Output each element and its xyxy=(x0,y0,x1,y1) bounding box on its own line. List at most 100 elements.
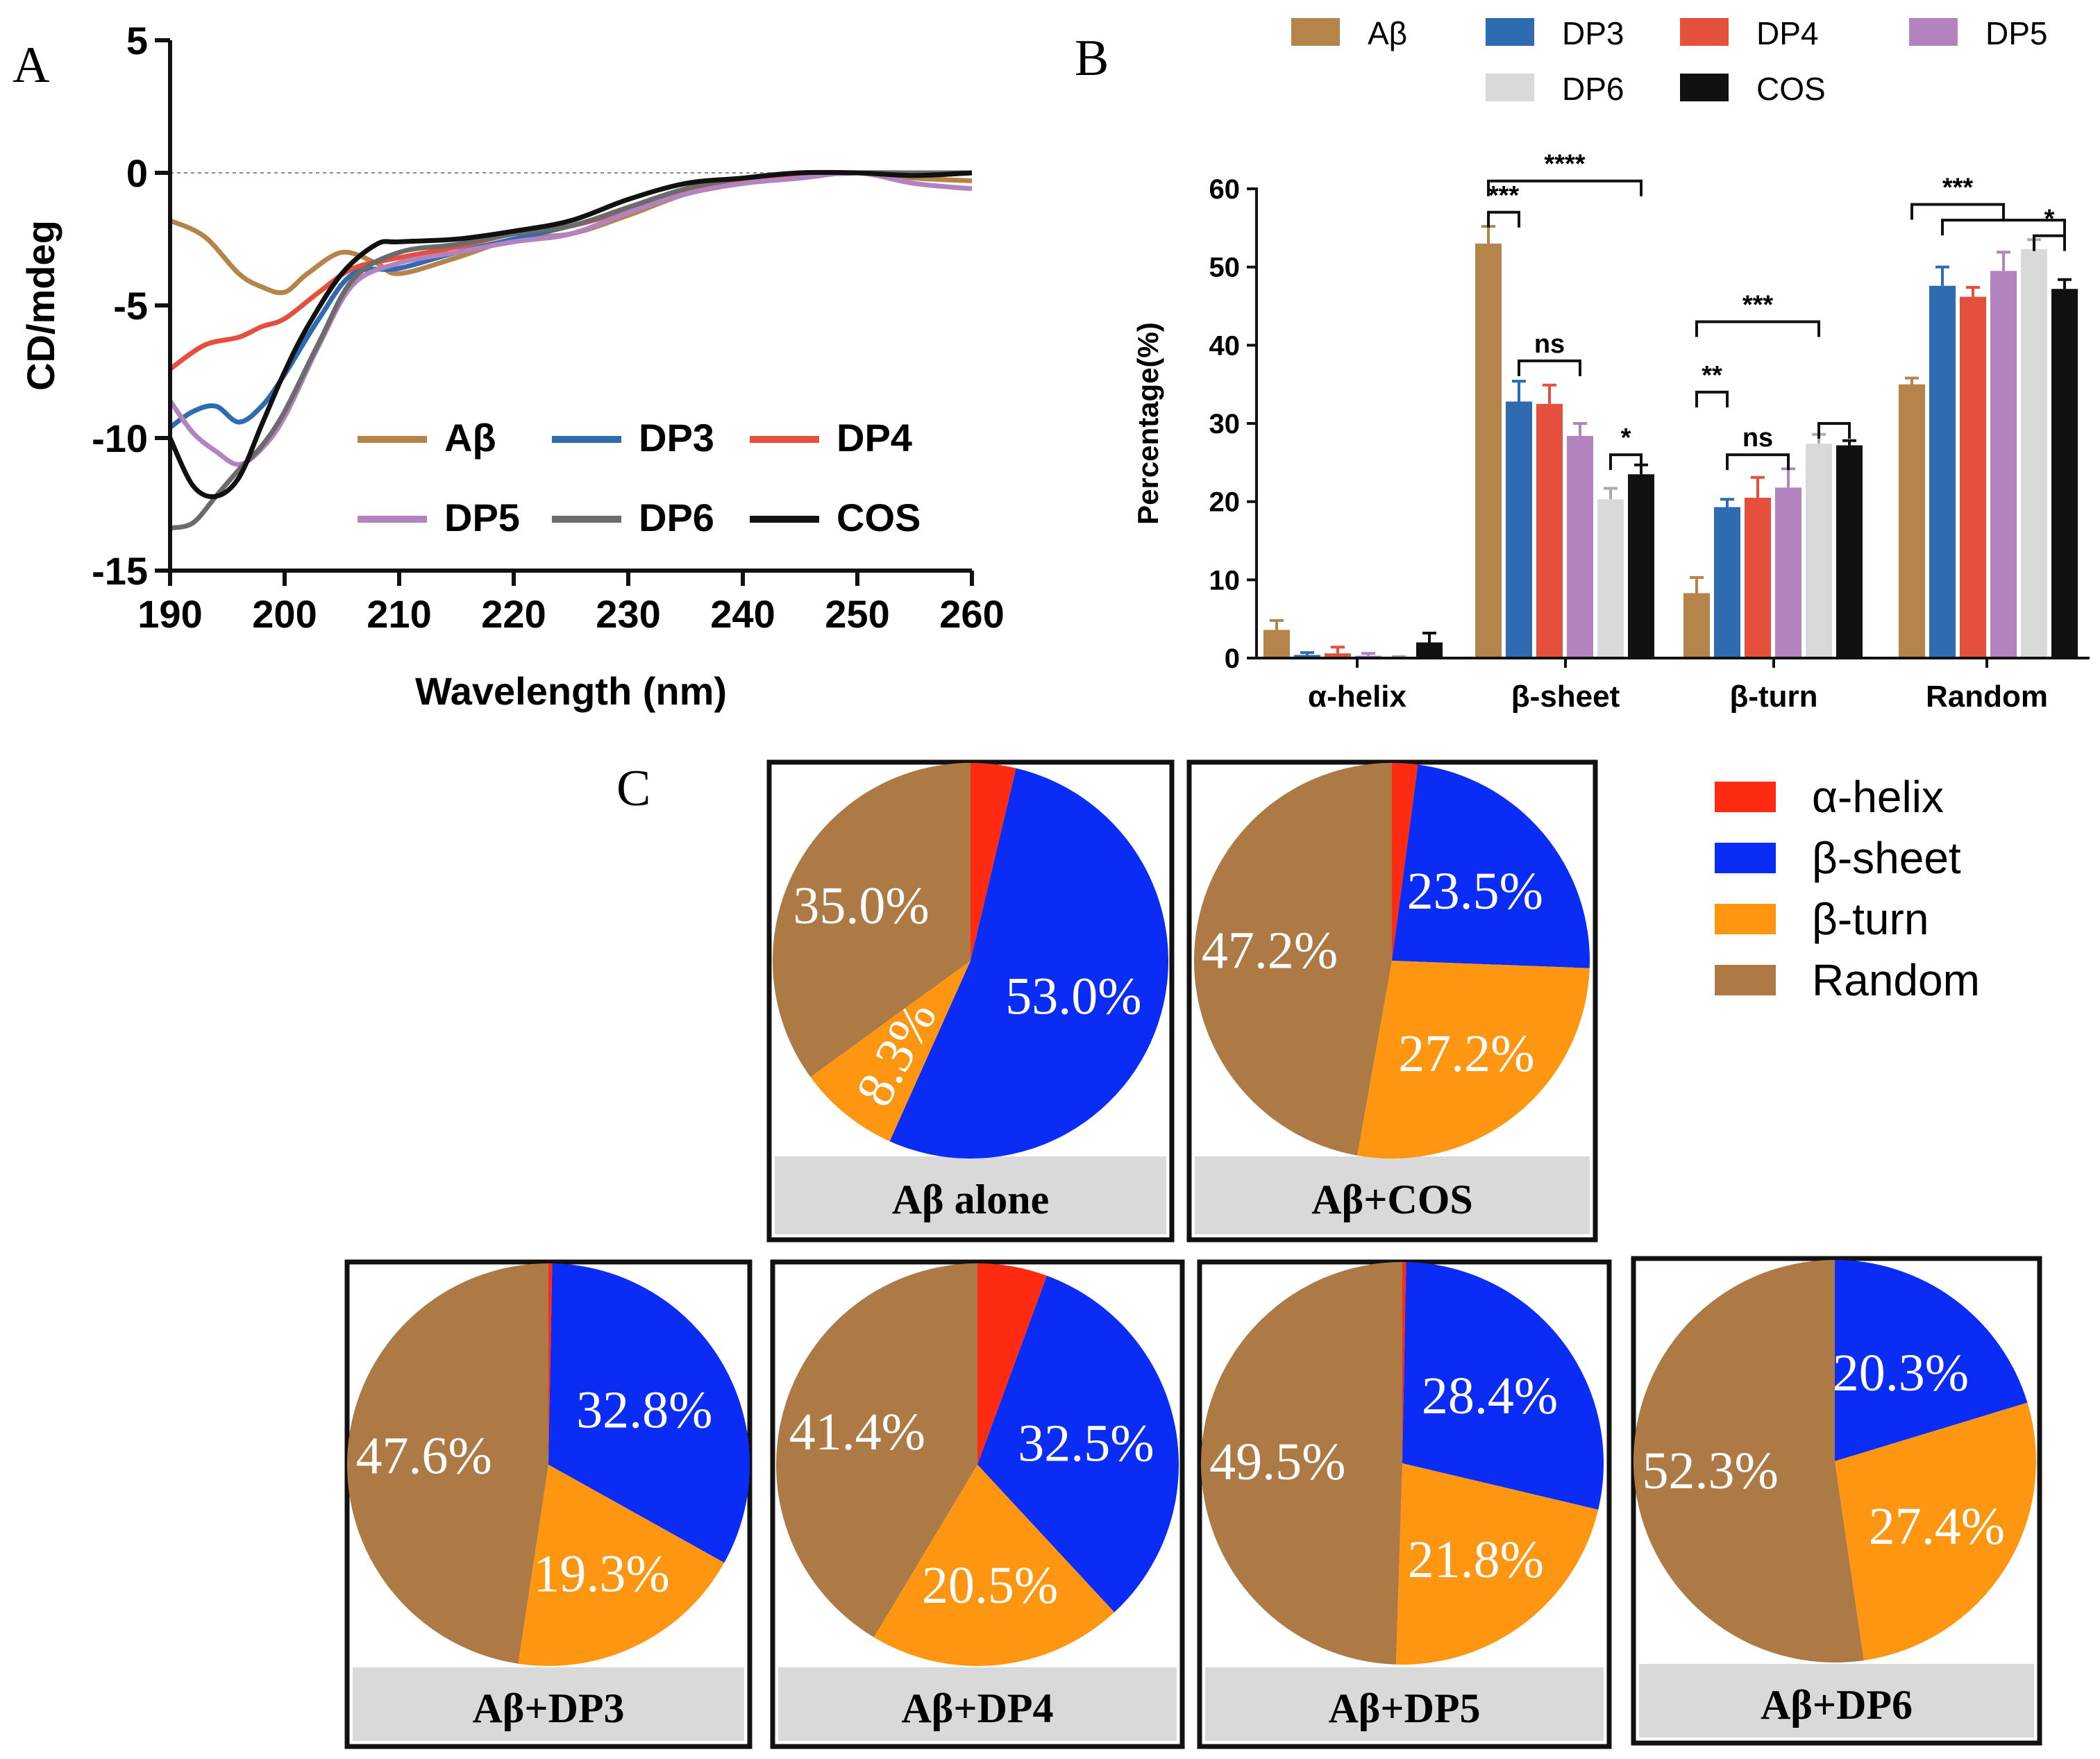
pie-panel: 20.3% 27.4% 52.3% Aβ+DP6 xyxy=(1631,1256,2042,1746)
pie-slice xyxy=(1835,1260,2028,1461)
pie-slice xyxy=(889,768,1169,1159)
pie-slice-label: 47.6% xyxy=(356,1426,492,1485)
significance-label: ns xyxy=(1742,423,1773,453)
pie-slice xyxy=(1392,763,1418,961)
pie-slice-label: 32.5% xyxy=(1018,1415,1154,1473)
pie-caption: Aβ+DP5 xyxy=(1328,1685,1480,1731)
legend-swatch-b xyxy=(1486,18,1534,46)
category-label: β-sheet xyxy=(1511,680,1620,714)
bar xyxy=(1628,474,1654,658)
legend-label-b: DP3 xyxy=(1562,15,1624,51)
legend-c: α-helix β-sheet β-turn Random xyxy=(1715,772,1980,1005)
legend-label-b: DP5 xyxy=(1985,15,2047,51)
category-label: Random xyxy=(1926,680,2048,714)
pie-panel: 53.0%8.3%35.0%Aβ alone xyxy=(766,759,1175,1243)
pie-slice xyxy=(776,1263,977,1638)
y-tick-label-b: 0 xyxy=(1225,643,1240,674)
bar xyxy=(1506,401,1532,658)
pie-caption: Aβ+DP3 xyxy=(472,1685,624,1731)
bar xyxy=(1294,655,1320,658)
legend-a: Aβ DP3 DP4 DP5 DP6 COS xyxy=(358,416,921,539)
bar xyxy=(1714,507,1740,658)
pie-frame xyxy=(770,1259,1185,1749)
legend-swatch-c xyxy=(1715,904,1776,934)
bar xyxy=(1775,487,1801,658)
pie-slice-label: 49.5% xyxy=(1209,1433,1345,1491)
significance-bracket xyxy=(1695,320,1820,337)
legend-label-c: β-sheet xyxy=(1812,833,1961,883)
bar xyxy=(1536,403,1563,658)
pie-slice xyxy=(347,1263,548,1664)
x-axis-label: Wavelength (nm) xyxy=(415,669,727,713)
pie-panel: 32.8% 19.3% 47.6% Aβ+DP3 xyxy=(344,1259,753,1749)
x-tick-label: 250 xyxy=(825,592,889,636)
bar xyxy=(1929,285,1956,658)
significance-bracket xyxy=(1487,210,1520,228)
pie-slice-label: 27.4% xyxy=(1869,1497,2005,1556)
pie-slice-label: 28.4% xyxy=(1422,1367,1558,1425)
pie-caption-background xyxy=(1639,1664,2034,1737)
x-tick-label: 220 xyxy=(481,592,546,636)
pie-caption-background xyxy=(1195,1156,1590,1234)
legend-label-b: DP4 xyxy=(1756,15,1818,51)
pie-slice-label: 47.2% xyxy=(1202,921,1338,979)
panel-label-a: A xyxy=(12,37,49,94)
panel-label-b: B xyxy=(1075,30,1109,87)
category-label: β-turn xyxy=(1729,680,1817,714)
pie-slice xyxy=(873,1465,1115,1666)
y-tick-label: 0 xyxy=(126,151,148,195)
significance-bracket xyxy=(1695,390,1729,407)
bar xyxy=(1990,271,2017,658)
bar xyxy=(1836,445,1863,658)
x-tick-label: 190 xyxy=(137,592,202,636)
series-line-dp4 xyxy=(168,170,973,371)
y-axis-label: CD/mdeg xyxy=(19,220,62,391)
pie-slice xyxy=(977,1275,1179,1613)
series-line-dp6 xyxy=(169,169,972,531)
legend-swatch-b xyxy=(1680,74,1729,101)
pie-caption: Aβ+DP6 xyxy=(1761,1682,1913,1728)
series-line-cos xyxy=(167,169,973,500)
pie-caption: Aβ+DP4 xyxy=(901,1685,1053,1731)
significance-bracket xyxy=(1941,219,2066,236)
pie-slice xyxy=(1402,1262,1406,1463)
pie-panel: 23.5% 27.2% 47.2% Aβ+COS xyxy=(1186,759,1598,1243)
x-tick-label: 200 xyxy=(252,592,317,636)
pie-slice-label: 19.3% xyxy=(533,1545,669,1603)
significance-label: ** xyxy=(1702,361,1722,390)
legend-label-b: COS xyxy=(1756,71,1826,107)
legend-label: DP6 xyxy=(639,496,714,539)
y-tick-label: -15 xyxy=(92,549,148,593)
pie-slice xyxy=(548,1263,553,1465)
pie-slice-label: 35.0% xyxy=(793,877,929,935)
pie-frame xyxy=(1197,1259,1612,1749)
legend-label: DP5 xyxy=(444,496,520,539)
bar xyxy=(1325,653,1351,658)
legend-label: Aβ xyxy=(444,416,496,460)
pie-panel: 32.5% 20.5% 41.4% Aβ+DP4 xyxy=(770,1259,1185,1749)
y-tick-label-b: 20 xyxy=(1209,487,1241,518)
significance-label: * xyxy=(1621,423,1631,453)
pie-slice-label: 23.5% xyxy=(1407,862,1543,920)
pie-caption-background xyxy=(775,1156,1166,1234)
legend-label: COS xyxy=(837,496,921,539)
pie-slice xyxy=(971,763,1016,961)
legend-label-b: Aβ xyxy=(1368,15,1407,51)
significance-label: *** xyxy=(1742,291,1774,320)
legend-swatch-c xyxy=(1715,843,1776,873)
significance-label: *** xyxy=(1488,181,1520,210)
bar xyxy=(1263,630,1290,658)
pie-slice xyxy=(1395,1463,1599,1665)
legend-label-c: Random xyxy=(1812,955,1980,1005)
pie-slice-label: 20.3% xyxy=(1833,1344,1969,1402)
significance-label: ns xyxy=(1534,330,1565,359)
pie-slice xyxy=(518,1465,725,1666)
y-tick-label-b: 40 xyxy=(1209,330,1241,361)
y-tick-label-b: 60 xyxy=(1209,174,1241,205)
pie-caption: Aβ+COS xyxy=(1311,1177,1473,1222)
pie-slice xyxy=(810,961,971,1142)
pie-slice-label: 41.4% xyxy=(789,1403,925,1461)
